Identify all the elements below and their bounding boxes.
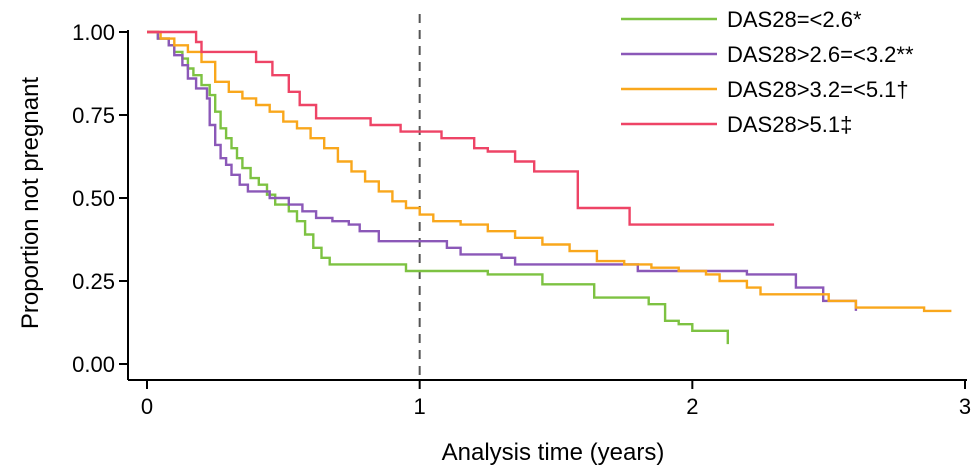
x-tick-label: 3 (959, 394, 971, 419)
y-tick-label: 0.75 (72, 103, 115, 128)
legend-label: DAS28=<2.6* (727, 7, 862, 32)
y-tick-label: 0.50 (72, 186, 115, 211)
y-ticks: 0.00 0.25 0.50 0.75 1.00 (72, 20, 128, 377)
legend-label: DAS28>5.1‡ (727, 112, 852, 137)
series-line-2 (147, 30, 858, 311)
y-tick-label: 1.00 (72, 20, 115, 45)
y-tick-label: 0.00 (72, 352, 115, 377)
y-tick-label: 0.25 (72, 269, 115, 294)
series-line-3 (147, 30, 952, 313)
series-line-4 (147, 30, 775, 226)
series-line-1 (147, 30, 729, 345)
x-tick-label: 0 (141, 394, 153, 419)
series-layer (147, 30, 952, 345)
legend: DAS28=<2.6* DAS28>2.6=<3.2** DAS28>3.2=<5.… (621, 7, 914, 137)
x-tick-label: 2 (686, 394, 698, 419)
legend-label: DAS28>3.2=<5.1† (727, 77, 909, 102)
axes-layer (127, 30, 967, 381)
x-tick-label: 1 (414, 394, 426, 419)
y-axis-title: Proportion not pregnant (17, 77, 44, 330)
legend-label: DAS28>2.6=<3.2** (727, 42, 914, 67)
x-axis-title: Analysis time (years) (442, 439, 665, 466)
x-ticks: 0 1 2 3 (141, 380, 971, 419)
